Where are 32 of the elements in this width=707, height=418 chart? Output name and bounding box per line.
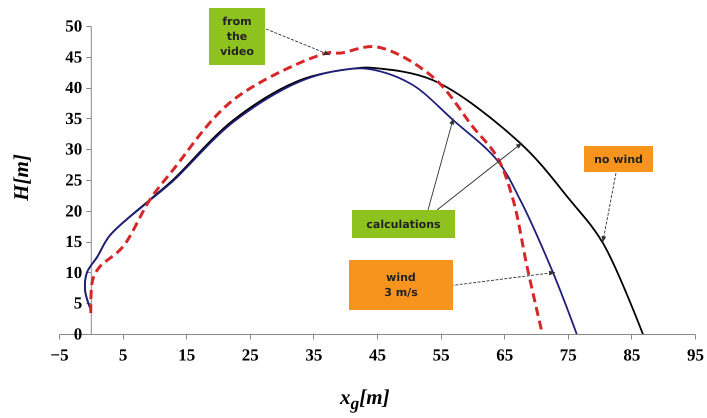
annotation: calculations <box>366 216 441 232</box>
annotation: wind 3 m/s <box>383 270 419 300</box>
y-tick-label: 45 <box>65 47 82 66</box>
x-tick-label: 75 <box>560 346 577 364</box>
note-box: no wind <box>584 146 653 172</box>
y-tick-label: 20 <box>65 201 82 220</box>
y-tick-label: 10 <box>65 262 82 282</box>
note-box: wind 3 m/s <box>349 260 453 310</box>
x-tick-label: 45 <box>369 346 386 364</box>
x-tick-label: 95 <box>687 346 704 364</box>
x-axis-title: x$_{g}$[m] <box>340 385 390 414</box>
note-box: calculations <box>352 210 455 238</box>
x-tick-label: 35 <box>305 346 322 364</box>
y-tick-label: 30 <box>65 140 82 159</box>
annotation: from the video <box>219 14 255 59</box>
x-tick-label: 25 <box>242 346 259 364</box>
y-tick-label: 40 <box>65 78 82 98</box>
x-tick-label: −5 <box>50 346 69 364</box>
y-tick-label: 15 <box>65 232 82 252</box>
annotation: no wind <box>594 152 643 166</box>
y-tick-label: 50 <box>65 16 82 36</box>
y-tick-label: 5 <box>74 294 82 313</box>
x-tick-label: 15 <box>178 346 196 364</box>
x-tick-label: 55 <box>432 346 450 364</box>
x-tick-label: 85 <box>623 346 640 364</box>
y-axis-title: H[m] <box>8 154 34 201</box>
y-tick-label: 0 <box>74 324 82 344</box>
note-box: from the video <box>209 8 265 65</box>
x-tick-label: 5 <box>118 346 128 364</box>
y-tick-label: 25 <box>65 170 82 190</box>
x-tick-label: 65 <box>496 346 514 364</box>
y-tick-label: 35 <box>65 108 82 128</box>
